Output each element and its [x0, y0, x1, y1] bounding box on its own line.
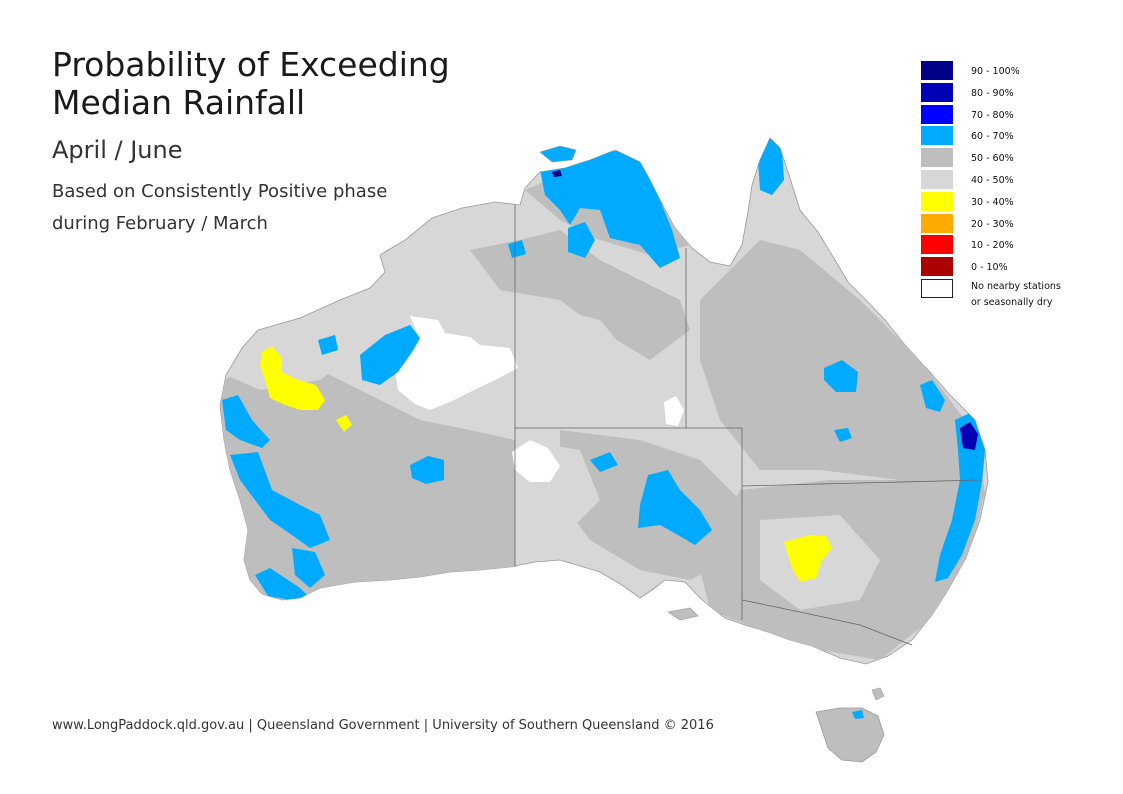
- legend-label: 30 - 40%: [971, 196, 1014, 208]
- map-subtitle: April / June: [52, 136, 183, 164]
- legend-swatch: [921, 126, 953, 146]
- legend-row-20-30: 20 - 30%: [921, 213, 1111, 236]
- region-60-70-sa-gulf: [638, 470, 712, 545]
- legend-swatch: [921, 104, 953, 124]
- region-50-60-west: [220, 360, 515, 600]
- region-60-70-wa-northwest-small: [318, 335, 338, 355]
- region-60-70-sa-north: [590, 452, 618, 472]
- legend-swatch: [921, 61, 953, 80]
- tasmania: [815, 707, 885, 763]
- region-60-70-qld-central: [834, 428, 852, 442]
- legend-row-10-20: 10 - 20%: [921, 235, 1111, 257]
- legend-row-40-50: 40 - 50%: [921, 169, 1111, 192]
- legend: 90 - 100% 80 - 90% 70 - 80% 60 - 70% 50 …: [921, 61, 1111, 308]
- region-60-70-wa-northwest: [360, 325, 420, 385]
- legend-label-no-data: No nearby stations or seasonally dry: [971, 279, 1061, 311]
- region-60-70-cape-york: [758, 138, 784, 195]
- region-no-data-nt: [664, 396, 684, 426]
- border-qld-nsw: [741, 479, 981, 487]
- region-90-100-top-end: [552, 170, 562, 177]
- legend-swatch: [921, 191, 953, 211]
- region-60-70-top-end-inner: [568, 222, 595, 258]
- region-60-70-wa-west: [222, 395, 270, 448]
- map-basis-text: Based on Consistently Positive phase dur…: [52, 176, 432, 240]
- region-50-60-north-central: [470, 230, 690, 360]
- region-60-70-wa-southwest: [292, 548, 325, 588]
- legend-label: 90 - 100%: [971, 66, 1020, 77]
- legend-label: 60 - 70%: [971, 131, 1014, 143]
- legend-swatch: [921, 82, 953, 102]
- legend-label: 40 - 50%: [971, 174, 1014, 186]
- no-data-line-1: No nearby stations: [971, 280, 1061, 292]
- no-data-line-2: or seasonally dry: [971, 296, 1053, 308]
- legend-row-70-80: 70 - 80%: [921, 104, 1111, 127]
- region-60-70-nt-west: [508, 240, 526, 258]
- legend-row-no-data: No nearby stations or seasonally dry: [921, 278, 1111, 308]
- region-60-70-wa-south: [255, 568, 310, 600]
- legend-label: 0 - 10%: [971, 262, 1008, 274]
- region-60-70-qld-east: [824, 360, 858, 392]
- tasmania-island-flinders: [871, 687, 885, 701]
- legend-row-80-90: 80 - 90%: [921, 82, 1111, 105]
- region-60-70-qld-coast: [920, 380, 945, 412]
- region-30-40-wa-pilbara: [260, 346, 325, 410]
- region-30-40-nsw: [784, 535, 832, 582]
- legend-swatch-no-data: [921, 278, 953, 298]
- region-40-50-interior: [520, 300, 650, 410]
- legend-label: 80 - 90%: [971, 87, 1014, 99]
- kangaroo-island: [667, 607, 699, 621]
- region-no-data-west: [395, 316, 518, 410]
- legend-label: 10 - 20%: [971, 240, 1014, 252]
- border-nsw-vic: [741, 599, 913, 646]
- legend-swatch: [921, 235, 953, 255]
- legend-row-50-60: 50 - 60%: [921, 148, 1111, 170]
- legend-label: 20 - 30%: [971, 218, 1014, 230]
- state-borders: [514, 205, 981, 646]
- region-60-70-wa-central: [230, 452, 330, 548]
- map-title: Probability of Exceeding Median Rainfall: [52, 45, 450, 122]
- tasmania-blue-patch: [852, 710, 864, 719]
- melville-island: [539, 145, 577, 163]
- legend-swatch: [921, 257, 953, 277]
- region-30-40-wa-small: [336, 415, 352, 432]
- legend-row-0-10: 0 - 10%: [921, 257, 1111, 279]
- legend-swatch: [921, 148, 953, 168]
- region-80-90-qld-coast: [960, 422, 978, 450]
- legend-row-30-40: 30 - 40%: [921, 191, 1111, 214]
- legend-row-60-70: 60 - 70%: [921, 126, 1111, 148]
- basis-line-2: during February / March: [52, 213, 268, 234]
- region-60-70-nsw-coast: [935, 412, 985, 582]
- region-no-data-sa: [512, 440, 560, 482]
- legend-label: 50 - 60%: [971, 153, 1014, 165]
- region-60-70-wa-interior: [410, 456, 444, 484]
- legend-row-90-100: 90 - 100%: [921, 61, 1111, 83]
- legend-swatch: [921, 169, 953, 189]
- credit-footer: www.LongPaddock.qld.gov.au | Queensland …: [52, 718, 714, 733]
- region-60-70-top-end: [540, 150, 680, 268]
- legend-label: 70 - 80%: [971, 109, 1014, 121]
- basis-line-1: Based on Consistently Positive phase: [52, 181, 388, 202]
- legend-swatch: [921, 213, 953, 233]
